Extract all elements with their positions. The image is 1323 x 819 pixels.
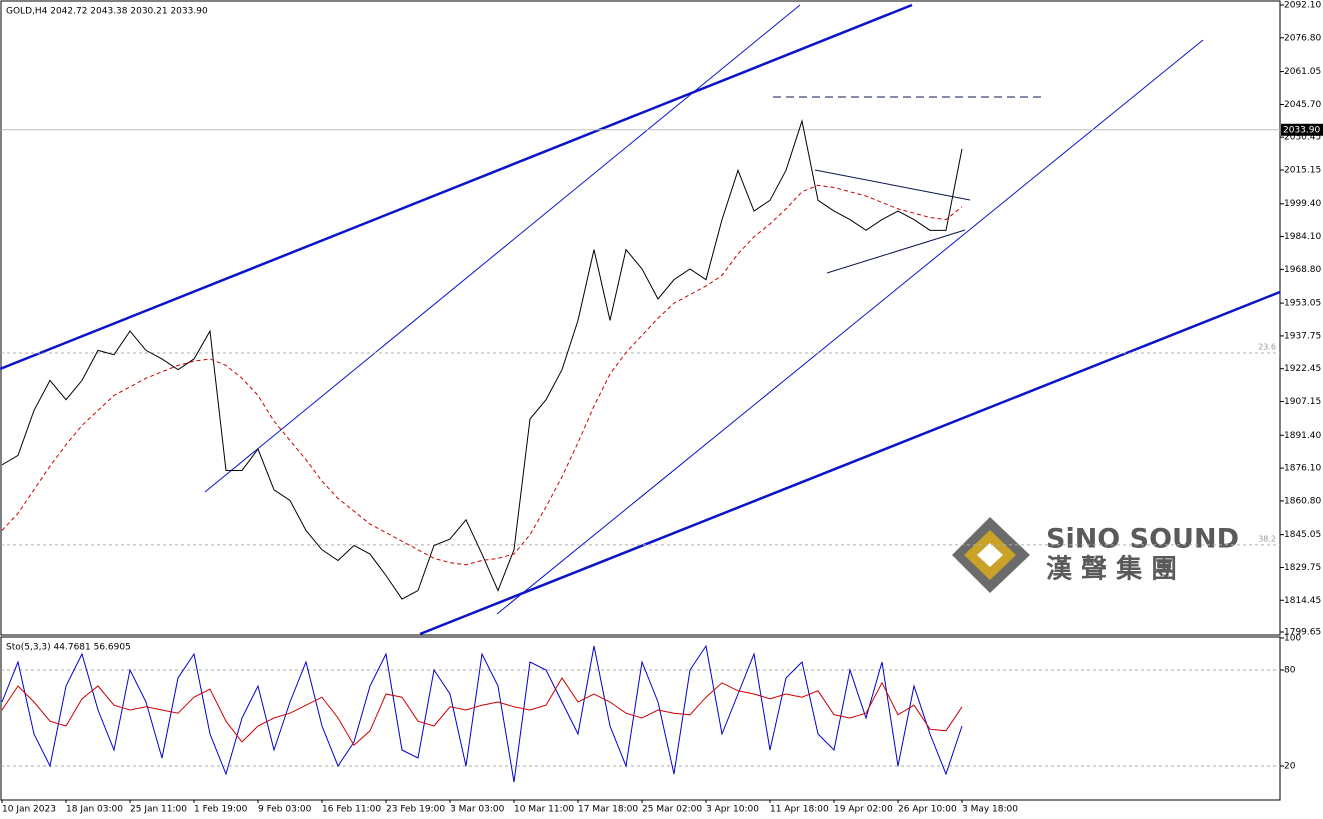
x-tick-label: 9 Feb 03:00 — [258, 805, 312, 815]
x-tick-label: 10 Jan 2023 — [2, 805, 56, 815]
y-tick-label: 1814.45 — [1284, 596, 1321, 606]
y-tick-label: 2030.45 — [1284, 133, 1321, 143]
x-tick-label: 11 Apr 18:00 — [770, 805, 829, 815]
y-tick-label: 1891.40 — [1284, 431, 1321, 441]
main-frame — [0, 0, 1281, 636]
y-tick-label: 20 — [1284, 762, 1296, 772]
y-tick-label: 1968.80 — [1284, 265, 1321, 275]
x-tick-label: 25 Mar 02:00 — [642, 805, 702, 815]
logo-diamond-core — [977, 543, 1003, 567]
trendline — [496, 39, 1204, 615]
logo — [952, 517, 1030, 593]
fib-level-label: 38.2 — [1258, 534, 1276, 543]
y-tick-label: 2092.10 — [1284, 1, 1321, 11]
x-tick-label: 17 Mar 18:00 — [578, 805, 638, 815]
y-tick-label: 2045.70 — [1284, 100, 1321, 110]
y-tick-label: 1845.05 — [1284, 530, 1321, 540]
y-tick-label: 100 — [1284, 634, 1301, 644]
series-line — [1, 677, 963, 746]
x-tick-label: 3 May 18:00 — [962, 805, 1018, 815]
trendlines — [0, 3, 1281, 636]
x-tick-label: 19 Apr 02:00 — [834, 805, 893, 815]
current-price-label: 2033.90 — [1283, 125, 1320, 135]
current-price-box — [1281, 123, 1323, 136]
y-tick-label: 1937.75 — [1284, 331, 1321, 341]
triangle-line — [814, 169, 971, 201]
x-tick-label: 16 Feb 11:00 — [322, 805, 381, 815]
y-tick-label: 2061.05 — [1284, 67, 1321, 77]
x-tick-label: 3 Apr 10:00 — [706, 805, 759, 815]
x-tick-label: 23 Feb 19:00 — [386, 805, 445, 815]
x-tick-label: 25 Jan 11:00 — [130, 805, 187, 815]
watermark-chinese: 漢 聲 集 團 — [1046, 554, 1177, 585]
x-tick-label: 26 Apr 10:00 — [898, 805, 957, 815]
x-tick-label: 1 Feb 19:00 — [194, 805, 248, 815]
chart-title: GOLD,H4 2042.72 2043.38 2030.21 2033.90 — [6, 7, 208, 17]
y-tick-label: 1984.10 — [1284, 232, 1321, 242]
triangle-line — [826, 229, 966, 274]
y-tick-label: 80 — [1284, 666, 1296, 676]
indicator-title: Sto(5,3,3) 44.7681 56.6905 — [6, 643, 131, 653]
channel-top — [0, 3, 913, 371]
y-tick-label: 1860.80 — [1284, 496, 1321, 506]
trendline — [204, 4, 801, 493]
x-tick-label: 3 Mar 03:00 — [450, 805, 505, 815]
y-tick-label: 2015.15 — [1284, 165, 1321, 175]
y-tick-label: 1953.05 — [1284, 299, 1321, 309]
watermark-name: SiNO SOUND — [1046, 524, 1239, 555]
series-line — [1, 644, 963, 783]
series-line — [1, 119, 963, 600]
y-tick-label: 1799.65 — [1284, 628, 1321, 638]
channel-bottom — [419, 290, 1281, 636]
x-tick-label: 18 Jan 03:00 — [66, 805, 123, 815]
fib-level-label: 23.6 — [1258, 342, 1276, 351]
y-tick-label: 1907.15 — [1284, 397, 1321, 407]
y-tick-label: 1876.10 — [1284, 464, 1321, 474]
x-tick-label: 10 Mar 11:00 — [514, 805, 574, 815]
y-tick-label: 1829.75 — [1284, 563, 1321, 573]
y-tick-label: 1922.45 — [1284, 364, 1321, 374]
sub-frame — [0, 636, 1281, 801]
y-tick-label: 2076.80 — [1284, 33, 1321, 43]
y-tick-label: 1999.40 — [1284, 199, 1321, 209]
